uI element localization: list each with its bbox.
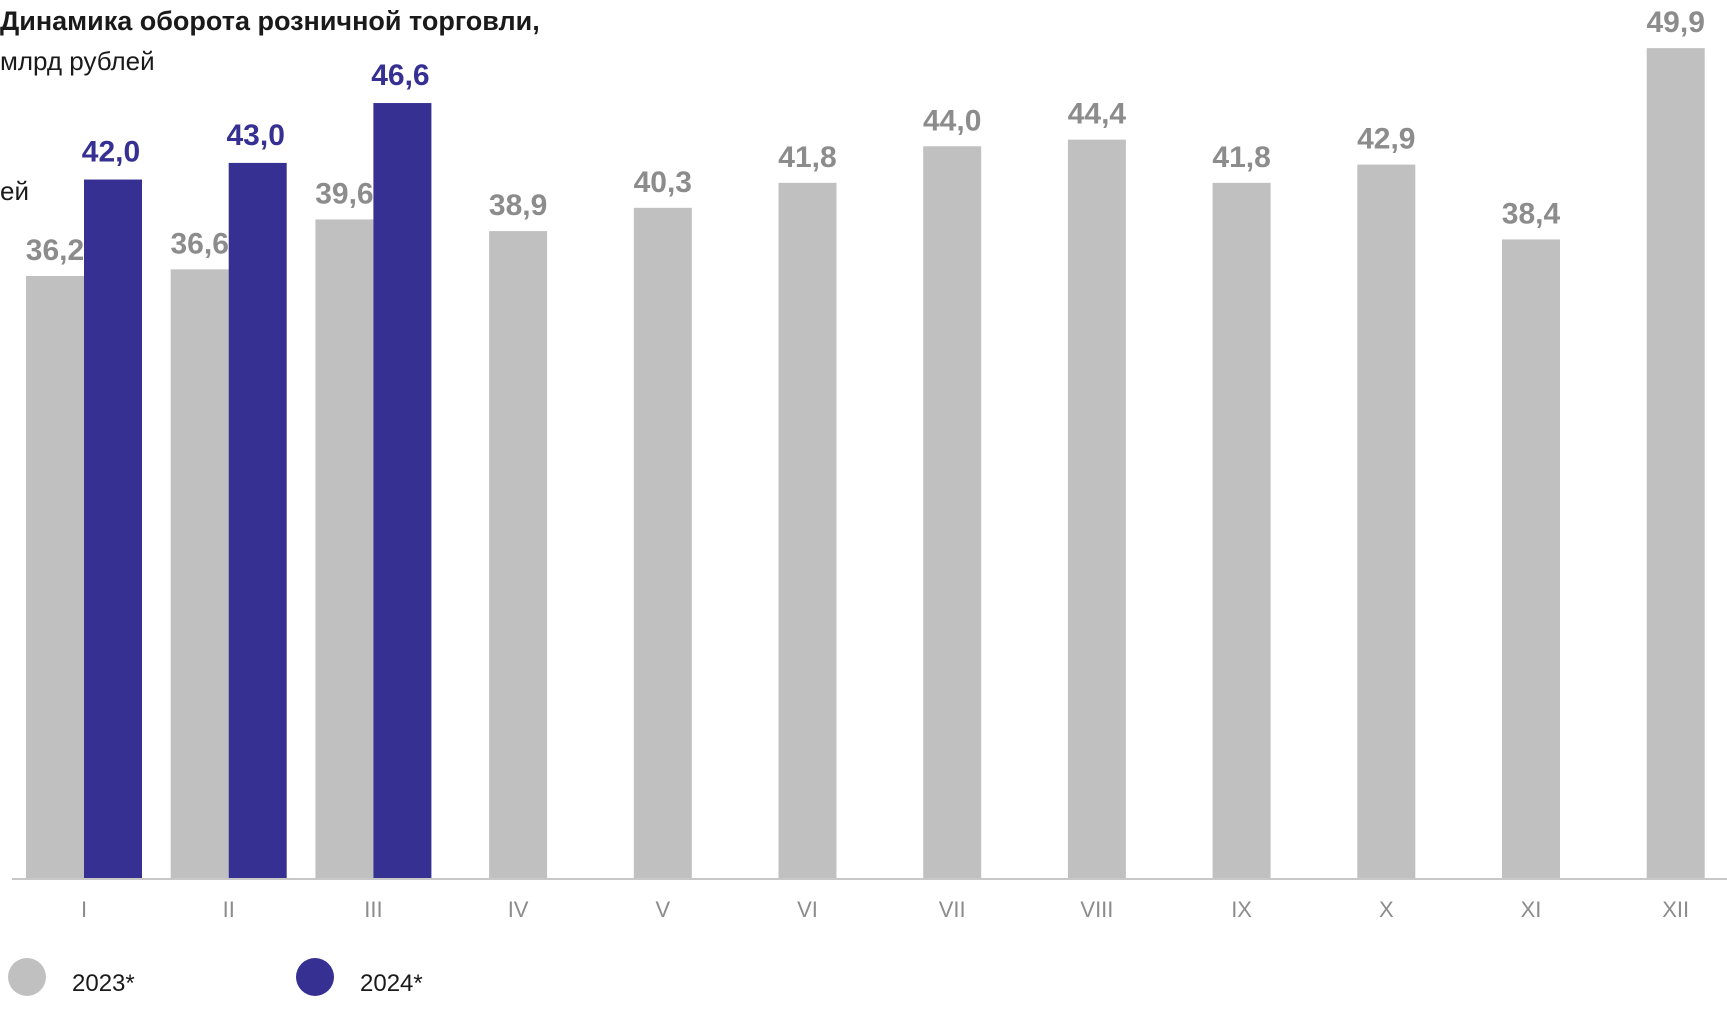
data-label-2023-II: 36,6 xyxy=(171,227,229,260)
x-tick-label-III: III xyxy=(364,897,382,922)
data-label-2024-III: 46,6 xyxy=(371,59,429,92)
x-tick-label-VII: VII xyxy=(939,897,966,922)
data-labels: 36,2 42,0 36,6 43,0 39,6 46,6 38,9 40,3 41,8 44,0… xyxy=(26,6,1705,267)
data-label-2023-XI: 38,4 xyxy=(1502,197,1561,230)
bar-2023-XII xyxy=(1646,48,1705,878)
bar-2023-III xyxy=(315,219,374,878)
chart-title: Динамика оборота розничной торговли, xyxy=(0,6,540,36)
data-label-2023-IV: 38,9 xyxy=(489,189,547,222)
data-label-2023-IX: 41,8 xyxy=(1212,141,1270,174)
data-label-2023-III: 39,6 xyxy=(315,177,373,210)
bar-2023-I xyxy=(26,275,84,878)
x-tick-label-IX: IX xyxy=(1231,897,1252,922)
bar-2024-II xyxy=(228,162,287,878)
legend-label-2023: 2023* xyxy=(72,970,135,997)
x-tick-label-VIII: VIII xyxy=(1080,897,1113,922)
series-2024-bars xyxy=(84,103,432,879)
bar-2023-VI xyxy=(778,182,837,879)
bar-2023-V xyxy=(633,207,692,878)
data-label-2023-VII: 44,0 xyxy=(923,104,981,137)
x-tick-label-V: V xyxy=(655,897,670,922)
x-axis-tick-labels: I II III IV V VI VII VIII IX X XI XII xyxy=(81,897,1689,922)
bar-2023-VII xyxy=(923,146,982,878)
bar-chart: 36,2 42,0 36,6 43,0 39,6 46,6 38,9 40,3 41,8 44,0… xyxy=(12,6,1727,922)
data-label-2023-VI: 41,8 xyxy=(778,141,836,174)
data-label-2024-I: 42,0 xyxy=(82,136,140,169)
legend-marker-2023 xyxy=(8,958,46,996)
x-tick-label-X: X xyxy=(1379,897,1394,922)
x-tick-label-XII: XII xyxy=(1662,897,1689,922)
truncated-text: ей xyxy=(0,176,29,206)
bar-2023-IX xyxy=(1212,182,1271,879)
x-tick-label-VI: VI xyxy=(797,897,818,922)
bar-2023-VIII xyxy=(1067,139,1126,879)
bar-2023-XI xyxy=(1502,239,1560,878)
data-label-2024-II: 43,0 xyxy=(227,119,285,152)
chart-subtitle: млрд рублей xyxy=(0,46,155,76)
data-label-2023-XII: 49,9 xyxy=(1647,6,1705,39)
bar-2024-I xyxy=(84,179,142,879)
series-2023-bars xyxy=(26,48,1705,879)
bar-2023-X xyxy=(1357,164,1416,878)
x-tick-label-IV: IV xyxy=(508,897,529,922)
legend-marker-2024 xyxy=(296,958,334,996)
bar-2024-III xyxy=(373,103,432,879)
legend-label-2024: 2024* xyxy=(360,970,423,997)
data-label-2023-I: 36,2 xyxy=(26,234,84,267)
x-tick-label-II: II xyxy=(223,897,235,922)
x-tick-label-XI: XI xyxy=(1521,897,1542,922)
data-label-2023-V: 40,3 xyxy=(634,166,692,199)
data-label-2023-X: 42,9 xyxy=(1357,123,1415,156)
bar-2023-II xyxy=(170,269,229,878)
bar-2023-IV xyxy=(489,231,548,878)
x-tick-label-I: I xyxy=(81,897,87,922)
data-label-2023-VIII: 44,4 xyxy=(1068,98,1127,131)
